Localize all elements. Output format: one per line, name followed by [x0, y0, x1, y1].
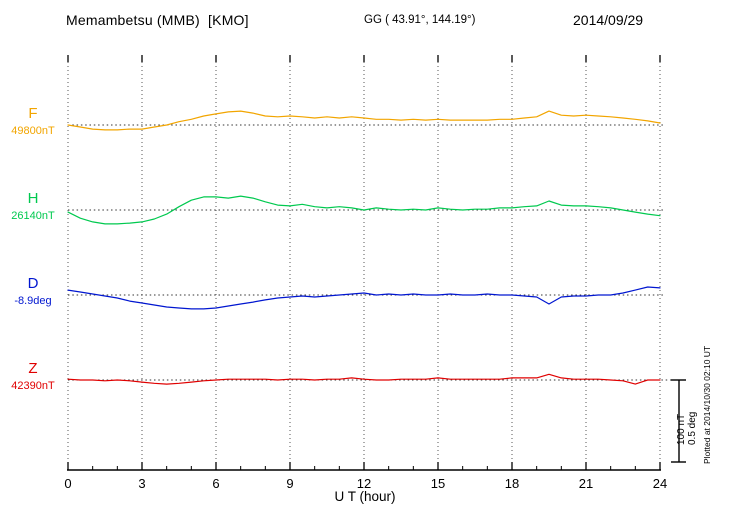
- channel-letter: D: [27, 275, 39, 292]
- svg-text:3: 3: [138, 476, 145, 491]
- channel-label-F: F 49800nT: [0, 105, 66, 137]
- station-title: Memambetsu (MMB) [KMO]: [66, 12, 249, 28]
- svg-text:15: 15: [431, 476, 445, 491]
- x-axis-label: U T (hour): [334, 489, 396, 504]
- scale-bar-deg-label: 0.5 deg: [687, 411, 698, 445]
- channel-label-H: H 26140nT: [0, 190, 66, 222]
- svg-text:24: 24: [653, 476, 667, 491]
- channel-letter: Z: [28, 360, 38, 377]
- plot-date: 2014/09/29: [573, 12, 644, 28]
- svg-text:21: 21: [579, 476, 593, 491]
- channel-letter: H: [27, 190, 39, 207]
- channel-label-D: D -8.9deg: [0, 275, 66, 307]
- svg-text:12: 12: [357, 476, 371, 491]
- channel-label-Z: Z 42390nT: [0, 360, 66, 392]
- plotted-timestamp-note: Plotted at 2014/10/30 02:10 UT: [702, 345, 712, 464]
- channel-baseline-value: 42390nT: [11, 379, 55, 392]
- geo-coordinates: GG ( 43.91°, 144.19°): [364, 14, 476, 26]
- scale-bar-nt-label: 100 nT: [676, 413, 687, 445]
- svg-text:18: 18: [505, 476, 519, 491]
- channel-letter: F: [28, 105, 38, 122]
- channel-baseline-value: 26140nT: [11, 209, 55, 222]
- channel-baseline-value: -8.9deg: [14, 294, 52, 307]
- svg-text:0: 0: [64, 476, 71, 491]
- svg-text:9: 9: [286, 476, 293, 491]
- channel-baseline-value: 49800nT: [11, 124, 55, 137]
- svg-text:6: 6: [212, 476, 219, 491]
